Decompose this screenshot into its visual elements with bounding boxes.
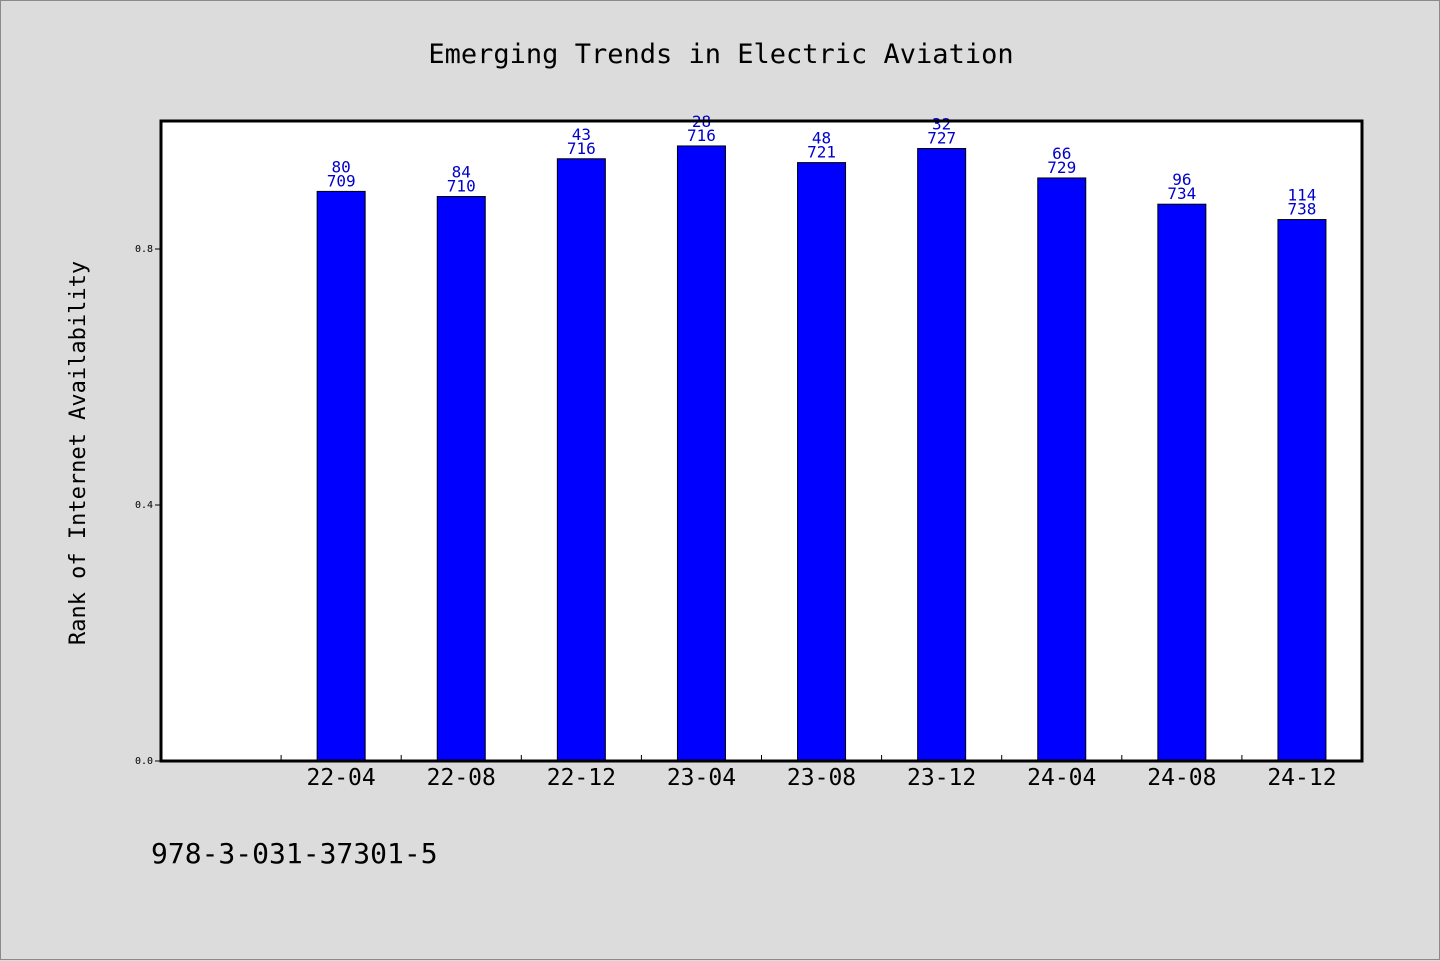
data-label-rank: 114 bbox=[1287, 186, 1316, 205]
plot-frame bbox=[159, 119, 1364, 763]
data-label-value: 721 bbox=[807, 143, 836, 162]
data-label-rank: 48 bbox=[812, 129, 831, 148]
x-tick-label: 24-12 bbox=[1267, 765, 1336, 791]
y-axis-label: Rank of Internet Availability bbox=[66, 261, 91, 645]
footer-code: 978-3-031-37301-5 bbox=[151, 837, 438, 870]
y-tick-label: 0.0 bbox=[135, 756, 153, 767]
bars-group bbox=[316, 145, 1327, 762]
x-tick-label: 23-08 bbox=[787, 765, 856, 791]
data-label-value: 709 bbox=[327, 171, 356, 190]
x-tick-label: 22-08 bbox=[427, 765, 496, 791]
data-label-value: 727 bbox=[927, 129, 956, 148]
x-tick-label: 24-08 bbox=[1147, 765, 1216, 791]
x-tick-label: 22-04 bbox=[307, 765, 376, 791]
x-tick-label: 23-04 bbox=[667, 765, 736, 791]
bar bbox=[316, 190, 366, 762]
data-label-rank: 43 bbox=[572, 125, 591, 144]
bar bbox=[436, 196, 486, 762]
x-tick-label: 23-12 bbox=[907, 765, 976, 791]
data-label-rank: 32 bbox=[932, 115, 951, 134]
y-tick-label: 0.4 bbox=[135, 500, 153, 511]
data-label-value: 738 bbox=[1287, 200, 1316, 219]
x-tick-label: 24-04 bbox=[1027, 765, 1096, 791]
y-axis-ticks: 0.0 0.4 0.8 bbox=[135, 244, 161, 767]
data-label-value: 716 bbox=[687, 126, 716, 145]
bar bbox=[1037, 177, 1087, 762]
x-axis-ticks: 22-04 22-08 22-12 23-04 23-08 23-12 24-04 24-08… bbox=[280, 755, 1337, 791]
data-label-rank: 84 bbox=[452, 163, 471, 182]
x-tick-label: 22-12 bbox=[547, 765, 616, 791]
bar bbox=[797, 162, 847, 762]
bar bbox=[556, 158, 606, 762]
bar bbox=[676, 145, 726, 762]
data-label-value: 716 bbox=[567, 139, 596, 158]
data-label-value: 710 bbox=[447, 177, 476, 196]
data-label-rank: 80 bbox=[332, 157, 351, 176]
bar bbox=[1157, 203, 1207, 762]
bar bbox=[1277, 219, 1327, 762]
data-label-value: 729 bbox=[1047, 158, 1076, 177]
data-label-rank: 66 bbox=[1052, 144, 1071, 163]
data-label-value: 734 bbox=[1167, 184, 1196, 203]
bar bbox=[917, 148, 967, 762]
chart-title: Emerging Trends in Electric Aviation bbox=[428, 39, 1013, 70]
y-tick-label: 0.8 bbox=[135, 244, 153, 255]
data-label-rank: 96 bbox=[1172, 170, 1191, 189]
